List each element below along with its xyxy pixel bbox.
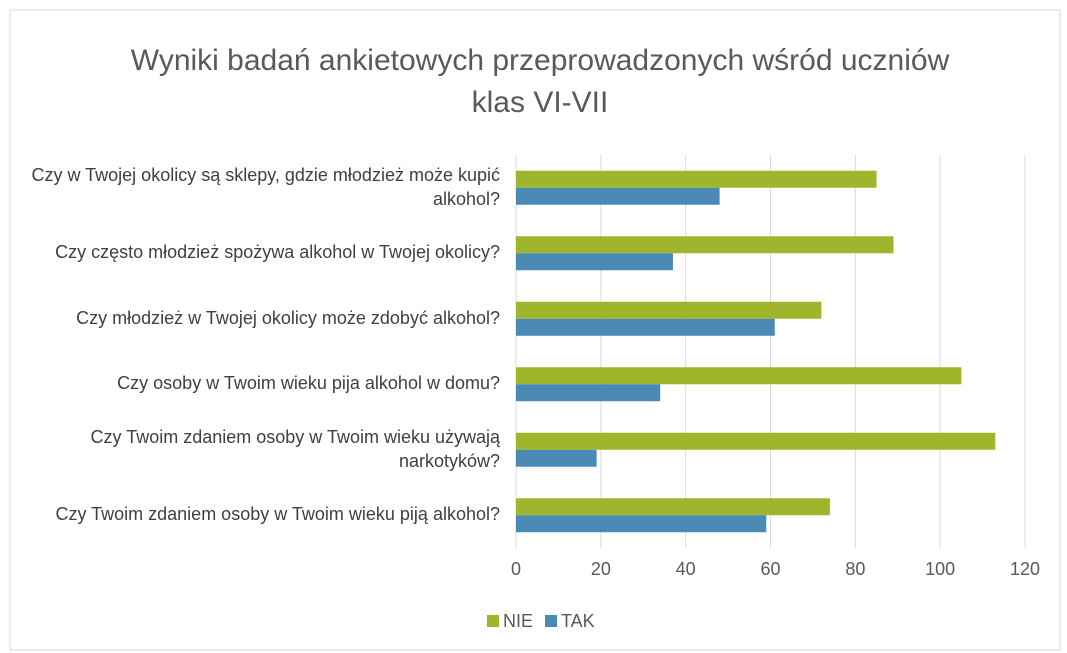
legend-swatch [487,615,499,627]
category-label: Czy Twoim zdaniem osoby w Twoim wieku uż… [90,426,500,471]
bar [516,170,877,188]
x-tick-label: 0 [511,559,521,579]
legend-swatch [545,615,558,627]
chart-title: Wyniki badań ankietowych przeprowadzonyc… [130,44,950,119]
x-tick-label: 80 [845,559,865,579]
bar [516,384,661,402]
x-tick-label: 60 [760,559,780,579]
x-tick-label: 40 [676,559,696,579]
x-tick-label: 100 [925,559,955,579]
bar [516,318,775,336]
category-label: Czy w Twojej okolicy są sklepy, gdzie mł… [31,164,500,209]
category-label: Czy młodzież w Twojej okolicy może zdoby… [76,307,500,328]
legend-label: NIE [503,611,533,631]
bar [516,301,822,319]
bar [516,498,830,516]
category-label: Czy osoby w Twoim wieku pija alkohol w d… [117,373,500,394]
bar [516,236,894,254]
bar [516,367,962,385]
bar [516,449,597,467]
bar [516,432,996,450]
bar [516,515,767,533]
bar [516,253,673,271]
category-label: Czy Twoim zdaniem osoby w Twoim wieku pi… [55,504,500,525]
x-tick-label: 120 [1010,559,1040,579]
category-label: Czy często młodzież spożywa alkohol w Tw… [55,242,500,263]
legend-label: TAK [561,611,595,631]
bar [516,187,720,205]
x-tick-label: 20 [591,559,611,579]
